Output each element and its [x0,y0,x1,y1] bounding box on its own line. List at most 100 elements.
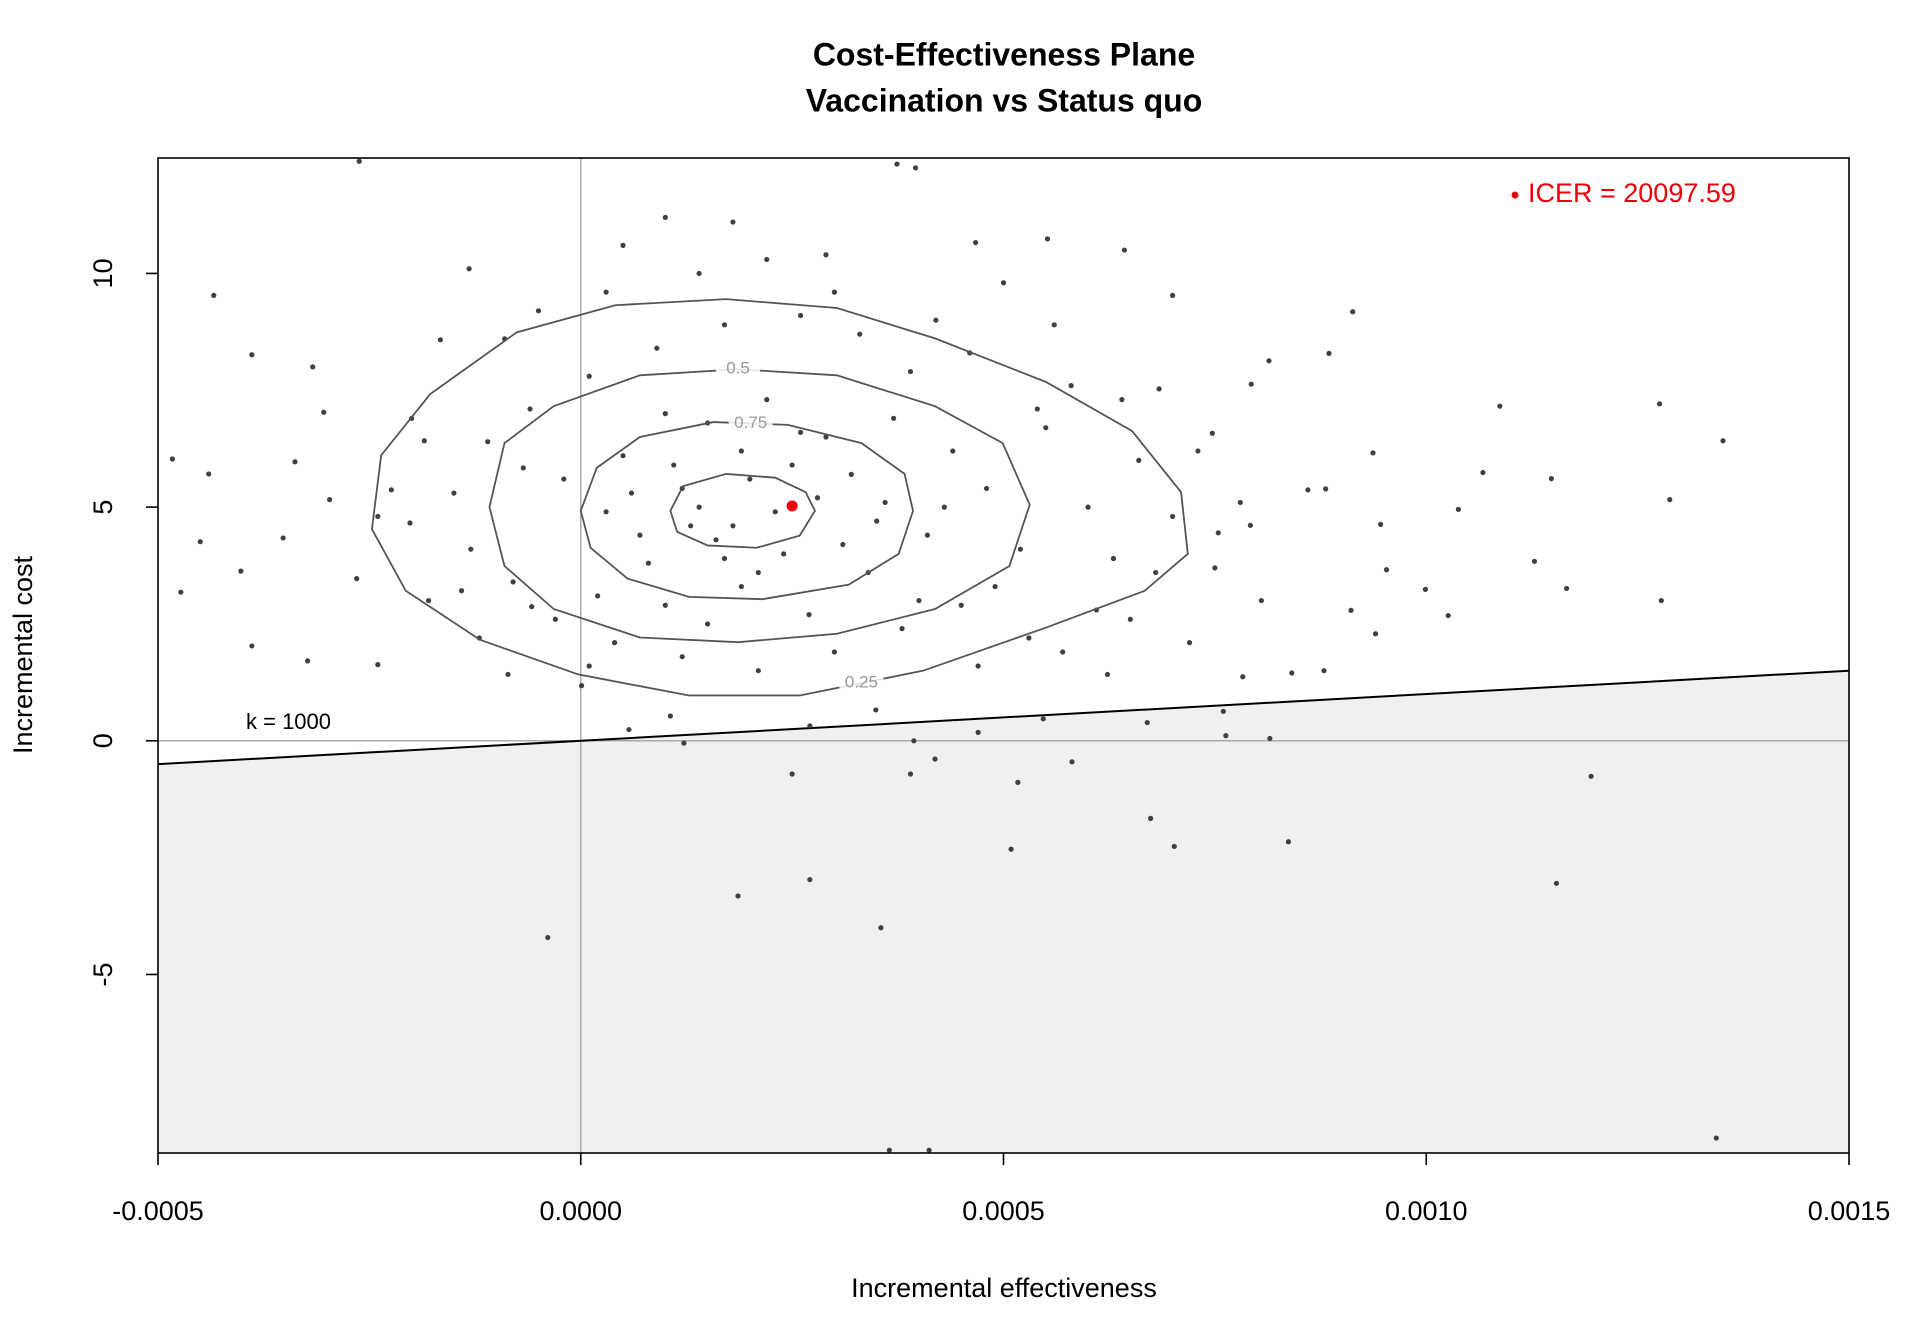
point [789,771,795,777]
point [894,161,900,167]
point [730,219,736,225]
point [890,415,897,421]
point [327,497,333,503]
point [1497,403,1503,409]
contour-label: 0.25 [845,673,878,692]
point [249,643,255,649]
point [485,439,491,445]
point [620,453,626,459]
point [1247,522,1253,528]
x-tick-label: 0.0000 [539,1196,622,1226]
point [1170,513,1176,520]
point [1034,406,1040,412]
point [321,409,327,415]
point [407,520,413,526]
point [907,771,914,777]
point [764,397,770,403]
point [975,663,981,669]
point [1051,322,1057,328]
point [1008,846,1014,852]
point [603,289,609,295]
point [1266,358,1272,364]
point [238,568,244,574]
point [628,490,635,496]
point [1119,397,1125,403]
point [662,214,668,220]
point [1713,1135,1719,1141]
point [662,602,668,608]
point [1321,668,1327,674]
point [899,626,905,632]
contour [488,368,1031,644]
point [375,513,381,520]
point [807,876,813,883]
y-tick-label: 5 [88,500,118,515]
point [1000,280,1007,286]
contour [579,421,914,601]
point [873,707,879,713]
point [468,546,474,552]
point [983,485,990,492]
point [611,640,618,646]
point [679,654,685,660]
point [1237,499,1243,506]
point [1377,521,1384,528]
point [249,352,255,358]
point [388,487,394,493]
point [421,438,427,444]
point [552,616,558,622]
point [1195,448,1201,454]
y-tick-label: 10 [88,258,118,288]
x-tick-label: 0.0010 [1385,1196,1468,1226]
point [1422,586,1429,592]
point [1323,486,1329,492]
point [1044,236,1051,242]
point [814,495,821,501]
point [1455,506,1461,513]
point [1258,597,1264,604]
point [857,331,863,337]
point [1121,247,1128,253]
point [823,434,829,440]
point [310,364,316,370]
point [586,373,592,379]
contour-label: 0.75 [734,413,767,432]
point [292,459,298,465]
mean-point [786,500,798,512]
point [848,471,854,477]
x-axis-label: Incremental effectiveness [851,1273,1157,1303]
point [1171,843,1177,850]
point [1348,607,1354,614]
point [206,471,212,477]
point [764,256,770,263]
point [535,308,542,314]
point [823,252,829,258]
point [781,551,787,557]
contour-label: 0.5 [726,359,750,378]
point [1553,880,1560,886]
point [1548,476,1554,482]
point [992,583,998,590]
point [280,535,286,541]
y-tick-label: 0 [88,733,118,748]
point [451,490,457,496]
point [527,406,533,412]
point [755,668,761,674]
point [1170,292,1176,299]
point [941,504,947,510]
point [840,541,846,548]
point [1015,779,1021,785]
point [1148,815,1154,821]
point [933,317,939,323]
point [505,671,511,678]
point [1658,597,1664,604]
point [912,165,919,171]
point [972,239,979,246]
point [704,621,711,627]
point [1305,487,1311,493]
point [1110,555,1117,562]
point [1104,671,1111,678]
point [1370,450,1376,456]
point [425,597,432,604]
contour-label-bg [716,359,761,380]
